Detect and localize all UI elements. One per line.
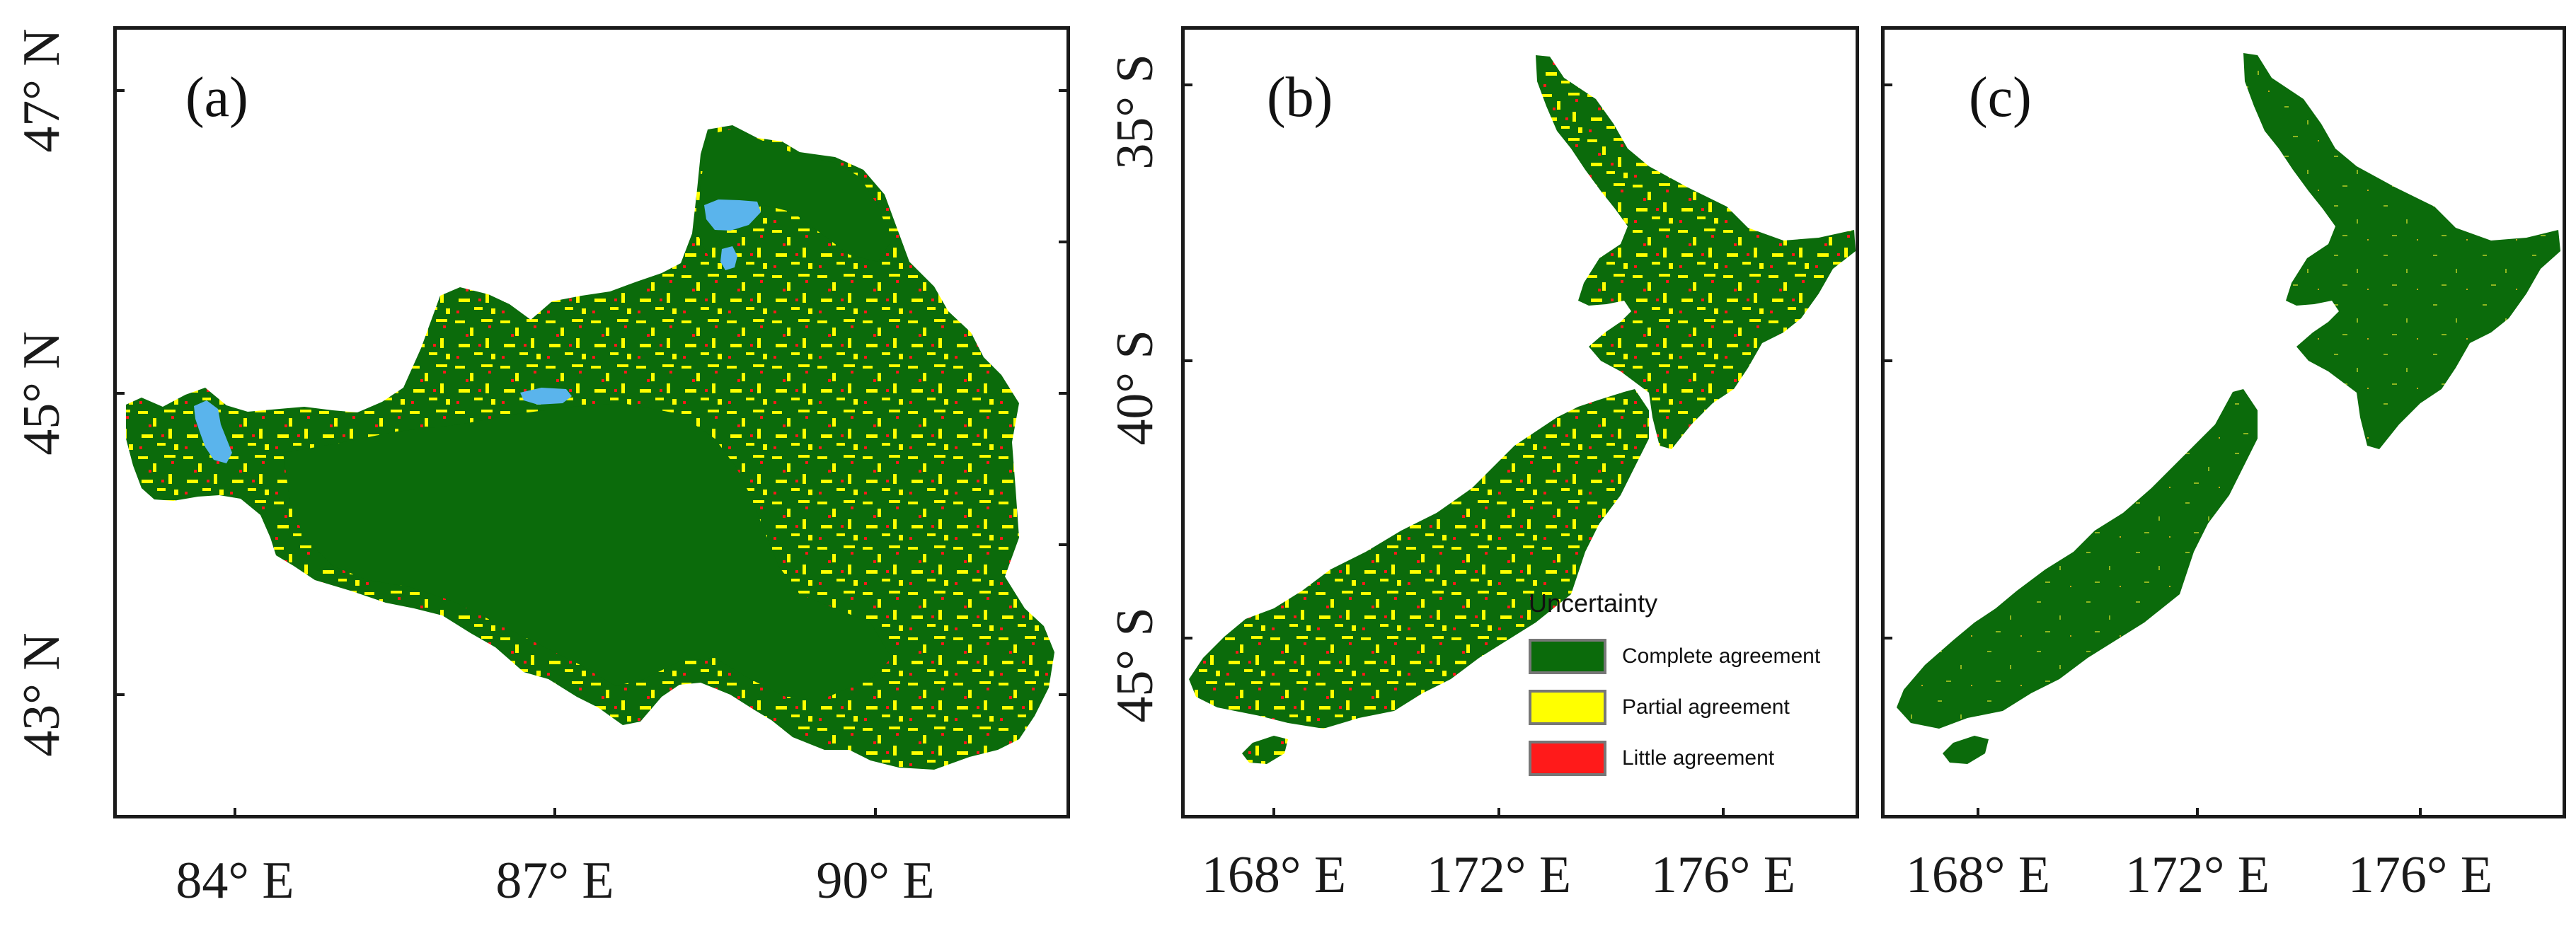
- panel-c-x-label-2: 172° E: [2124, 846, 2270, 904]
- south-island-c: [1897, 389, 2258, 729]
- stewart-island-b: [1242, 736, 1288, 764]
- basin-core-region: [283, 403, 892, 697]
- lake-ulungur: [704, 199, 761, 231]
- panel-b-ticks: [1181, 83, 1725, 818]
- legend-item-little: Little agreement: [1529, 733, 1820, 784]
- north-island-b: [1536, 55, 1856, 449]
- legend-swatch-partial: [1529, 690, 1606, 725]
- panel-b-x-label-1: 168° E: [1201, 846, 1347, 904]
- panel-a-letter: (a): [185, 66, 248, 129]
- panel-b-y-label-2: 40° S: [1106, 330, 1164, 446]
- legend-item-partial: Partial agreement: [1529, 682, 1820, 733]
- panel-b-letter: (b): [1267, 66, 1333, 129]
- panel-c-x-label-3: 176° E: [2347, 846, 2493, 904]
- panel-b-y-label-3: 45° S: [1106, 607, 1164, 723]
- panel-a-y-label-3: 43° N: [13, 632, 71, 757]
- lake-ulungur-small: [720, 246, 737, 270]
- legend-swatch-little: [1529, 741, 1606, 776]
- stewart-island-c: [1943, 736, 1989, 764]
- panel-b-x-label-2: 172° E: [1426, 846, 1572, 904]
- legend-label-little: Little agreement: [1622, 746, 1775, 770]
- panel-b-x-label-3: 176° E: [1650, 846, 1796, 904]
- panel-b-map: [1189, 55, 1856, 764]
- legend-title: Uncertainty: [1529, 589, 1658, 618]
- panel-c-x-label-1: 168° E: [1905, 846, 2051, 904]
- panel-a-y-label-1: 47° N: [13, 28, 71, 153]
- south-island-b: [1189, 389, 1649, 729]
- legend-label-complete: Complete agreement: [1622, 644, 1821, 668]
- panel-a-ticks: [113, 89, 1070, 818]
- panel-a-x-label-2: 87° E: [495, 852, 614, 910]
- panel-c-map: [1897, 53, 2560, 764]
- banks-peninsula-c: [2155, 553, 2183, 577]
- uncertainty-legend: Uncertainty Complete agreement Partial a…: [1529, 589, 1820, 784]
- east-forest-region: [697, 129, 892, 262]
- legend-item-complete: Complete agreement: [1529, 631, 1820, 682]
- panel-a-x-label-3: 90° E: [816, 852, 935, 910]
- banks-peninsula-b: [1546, 553, 1575, 577]
- lake-ebinur: [194, 400, 232, 463]
- panel-a-y-label-2: 45° N: [13, 331, 71, 456]
- panel-c-letter: (c): [1969, 66, 2032, 129]
- panel-a-map: [126, 125, 1054, 770]
- legend-swatch-complete: [1529, 639, 1606, 674]
- lake-sayram: [520, 388, 572, 405]
- legend-label-partial: Partial agreement: [1622, 695, 1790, 719]
- panel-a-x-label-1: 84° E: [176, 852, 294, 910]
- panel-c-ticks: [1881, 83, 2422, 818]
- panel-b-y-label-1: 35° S: [1106, 54, 1164, 170]
- north-island-c: [2243, 53, 2560, 449]
